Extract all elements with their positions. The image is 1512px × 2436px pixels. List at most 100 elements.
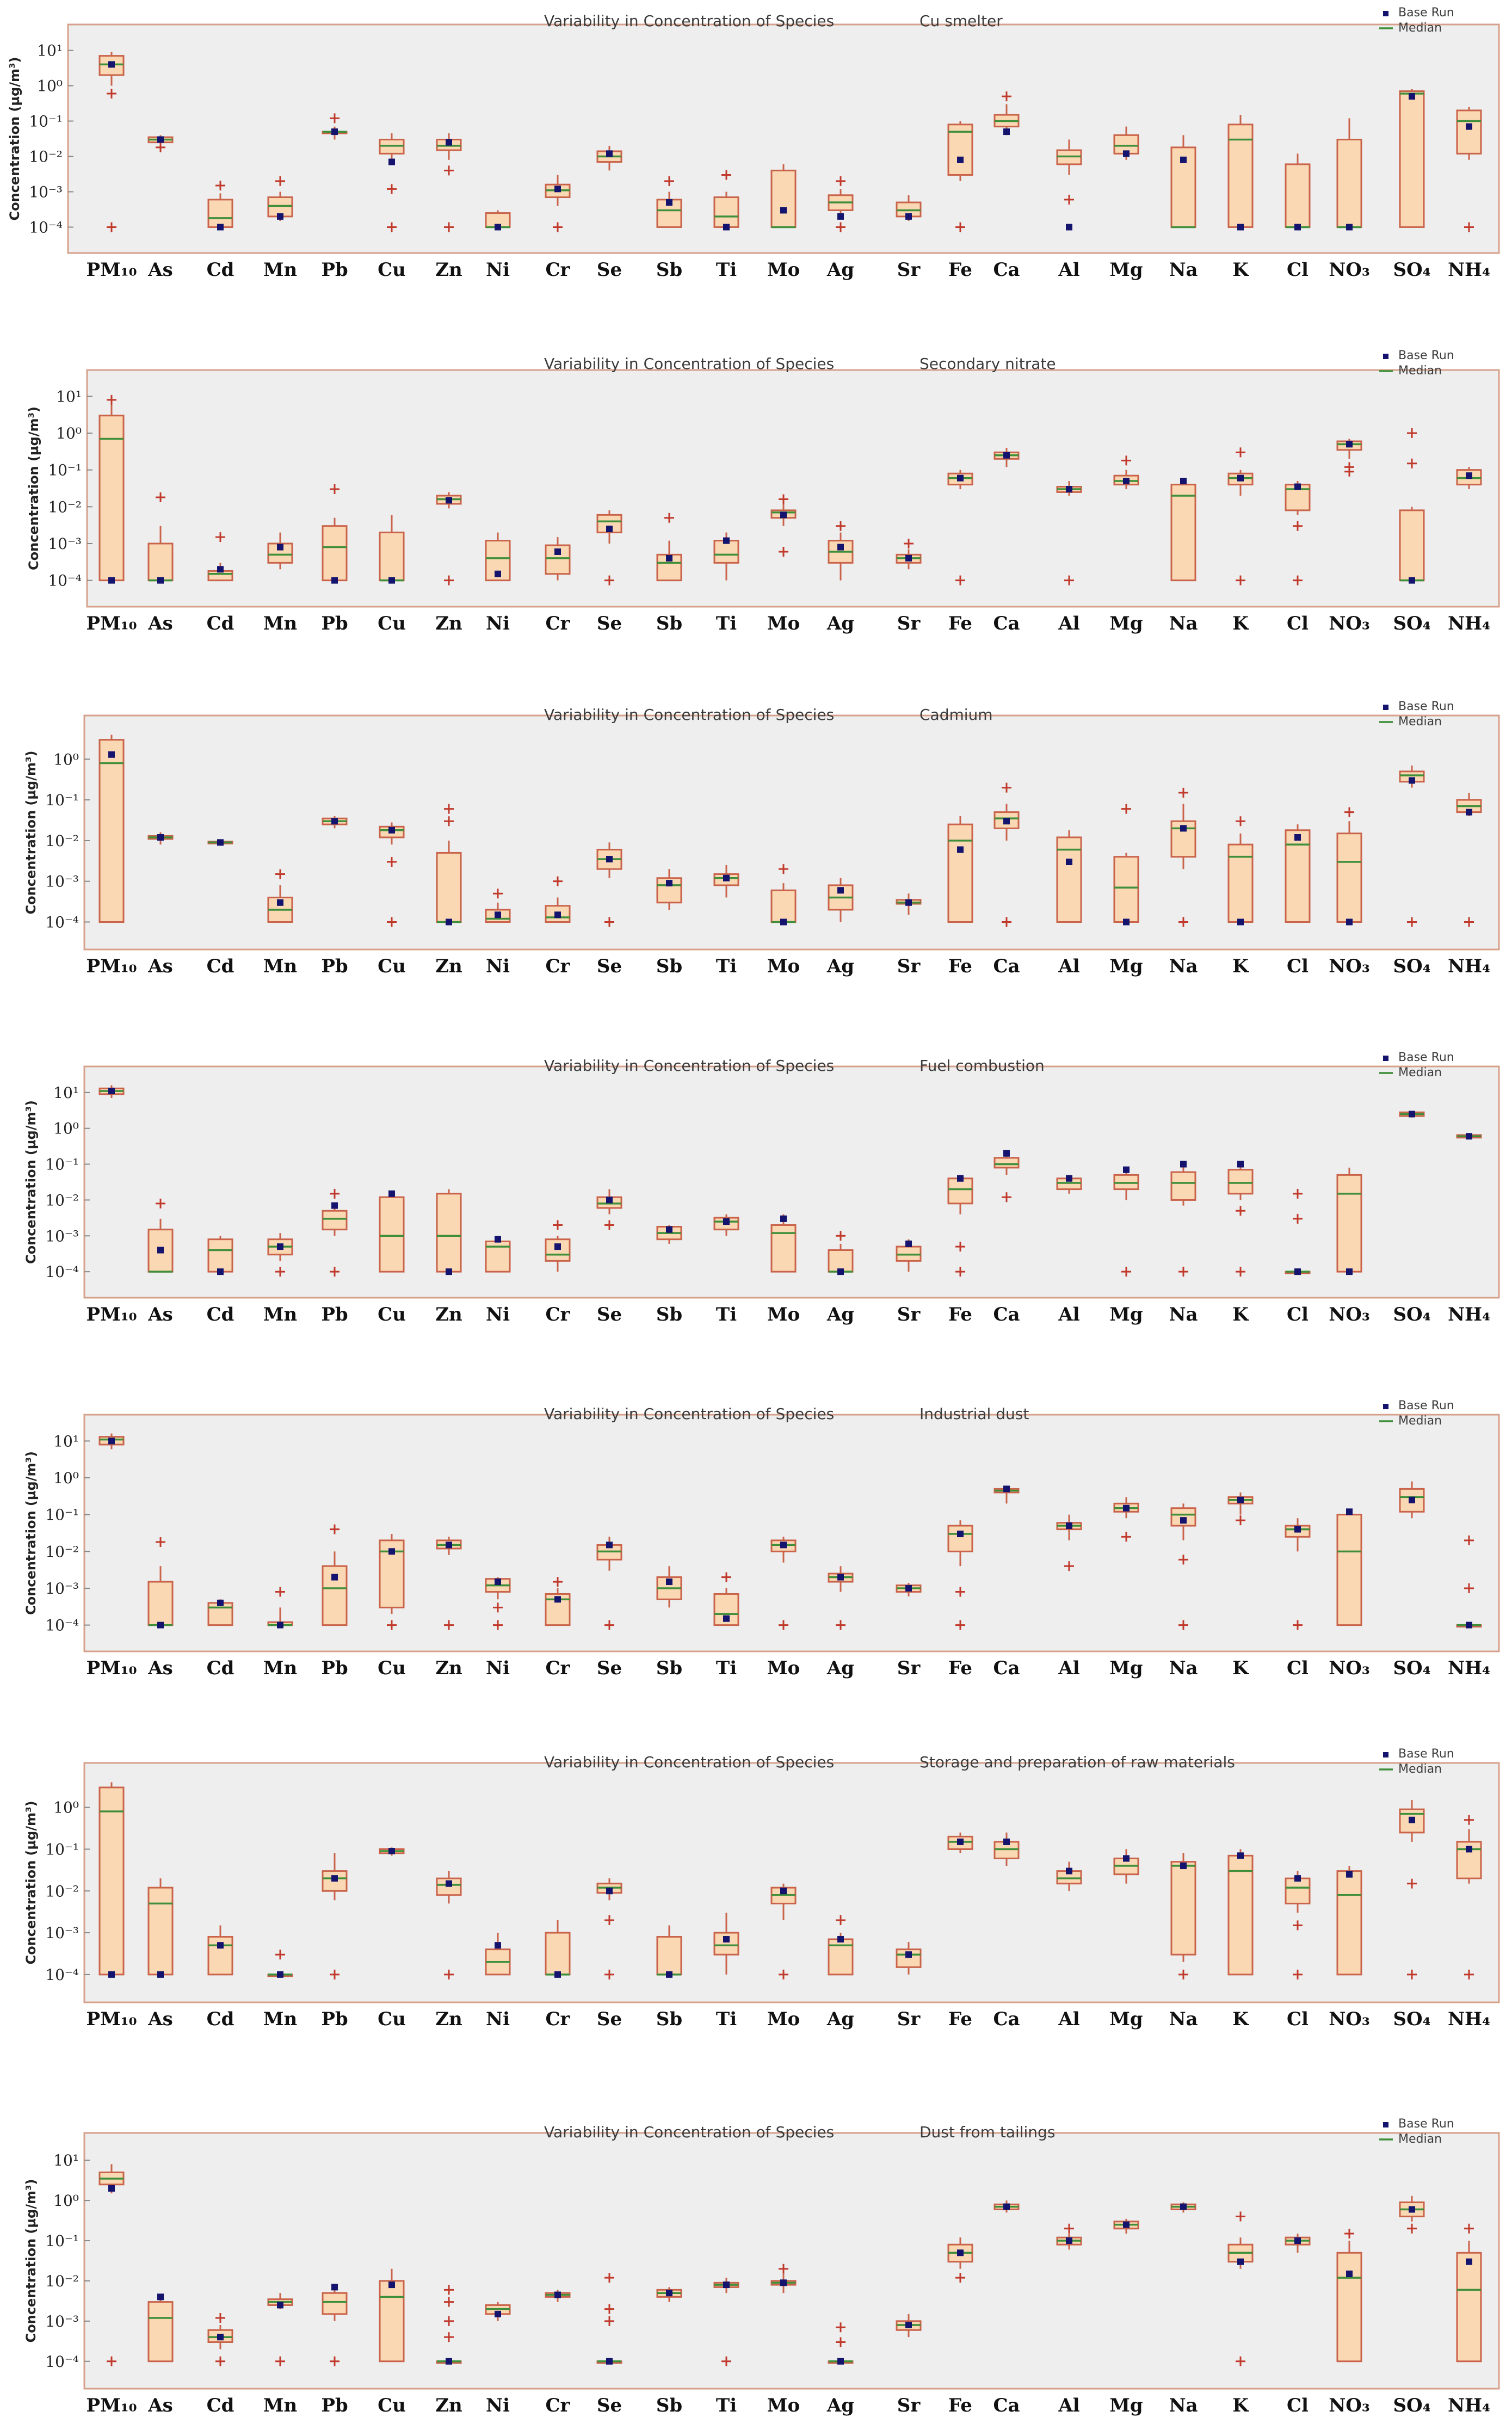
- x-category-label: As: [147, 2395, 173, 2416]
- x-category-label: Zn: [435, 259, 462, 281]
- box-Ni: [485, 1236, 511, 1273]
- base-run-marker: [1123, 1504, 1130, 1512]
- iqr-box: [1227, 124, 1254, 228]
- plot-frame: [83, 2132, 1500, 2390]
- box-Ti: [713, 1214, 739, 1236]
- box-Mn: [267, 1950, 293, 1978]
- x-category-label: Se: [597, 2008, 622, 2030]
- base-run-marker: [1003, 1150, 1010, 1157]
- outlier-marker: [1293, 1188, 1303, 1199]
- base-run-marker: [157, 136, 164, 143]
- box-Se: [596, 1189, 622, 1230]
- box-NO₃: [1336, 807, 1362, 926]
- legend-base-run-marker: [1383, 1752, 1388, 1757]
- base-run-marker: [331, 128, 338, 135]
- y-tick-label: 10⁰: [37, 77, 63, 95]
- base-run-marker: [1066, 486, 1072, 493]
- x-category-label: Mo: [767, 1304, 800, 1325]
- base-run-marker: [388, 1847, 395, 1854]
- chart-panel-4: Variability in Concentration of Species F…: [23, 1051, 1500, 1325]
- base-run-marker: [780, 2279, 787, 2286]
- x-category-label: Pb: [321, 613, 348, 634]
- x-category-label: Ag: [826, 1657, 854, 1679]
- iqr-box: [436, 852, 462, 923]
- x-category-label: PM₁₀: [87, 613, 137, 634]
- x-category-label: Mn: [263, 259, 297, 281]
- outlier-marker: [1236, 816, 1245, 827]
- outlier-marker: [836, 1620, 846, 1630]
- x-category-label: Mn: [263, 2008, 297, 2030]
- x-category-label: Cr: [546, 2008, 571, 2030]
- outlier-marker: [1464, 1535, 1474, 1545]
- outlier-marker: [1407, 1969, 1417, 1979]
- iqr-box: [993, 811, 1020, 829]
- base-run-marker: [388, 577, 395, 584]
- y-tick-label: 10⁰: [53, 750, 79, 768]
- x-category-label: Cd: [207, 259, 234, 281]
- legend-base-run-label: Base Run: [1398, 700, 1454, 713]
- base-run-marker: [277, 1971, 283, 1978]
- base-run-marker: [446, 918, 452, 926]
- box-Na: [1170, 1853, 1196, 1979]
- outlier-marker: [1002, 782, 1011, 793]
- outlier-marker: [215, 2313, 225, 2323]
- iqr-box: [147, 1886, 174, 1976]
- x-category-label: Al: [1058, 1304, 1079, 1325]
- y-axis-label: Concentration (µg/m³): [23, 1801, 39, 1965]
- base-run-marker: [723, 2281, 730, 2289]
- iqr-box: [98, 1786, 125, 1976]
- x-category-label: Na: [1169, 2008, 1198, 2030]
- outlier-marker: [836, 222, 846, 232]
- outlier-marker: [836, 521, 846, 531]
- x-category-label: Cu: [378, 955, 406, 977]
- x-category-label: K: [1232, 259, 1249, 281]
- x-category-label: As: [147, 2008, 173, 2030]
- x-category-label: NH₄: [1448, 955, 1490, 977]
- x-category-label: Cr: [546, 613, 571, 634]
- x-category-label: Mg: [1109, 955, 1143, 977]
- outlier-marker: [1178, 1555, 1188, 1565]
- outlier-marker: [387, 917, 397, 927]
- box-SO₄: [1399, 1111, 1425, 1118]
- x-category-label: Cd: [207, 2395, 234, 2416]
- box-Mn: [267, 869, 293, 923]
- x-category-label: K: [1232, 955, 1249, 977]
- box-SO₄: [1399, 89, 1425, 228]
- y-tick-label: 10¹: [37, 42, 63, 60]
- box-Fe: [947, 1520, 973, 1630]
- x-category-label: Ti: [716, 2395, 737, 2416]
- base-run-marker: [388, 1190, 395, 1197]
- base-run-marker: [446, 1541, 452, 1549]
- box-Sb: [656, 1225, 682, 1244]
- box-Zn: [436, 1189, 462, 1275]
- base-run-marker: [1237, 224, 1244, 231]
- box-Cr: [545, 1920, 571, 1978]
- legend-median-label: Median: [1398, 1414, 1442, 1428]
- x-category-label: PM₁₀: [87, 2395, 137, 2416]
- y-tick-label: 10⁻¹: [45, 1156, 79, 1174]
- box-Cu: [379, 822, 405, 927]
- outlier-marker: [836, 2337, 846, 2347]
- outlier-marker: [1236, 447, 1245, 458]
- outlier-marker: [156, 1198, 165, 1208]
- box-Al: [1056, 1175, 1082, 1194]
- box-NH₄: [1456, 1133, 1482, 1140]
- x-category-label: Cr: [546, 2395, 571, 2416]
- outlier-marker: [493, 889, 503, 899]
- base-run-marker: [780, 207, 787, 214]
- outlier-marker: [1121, 1267, 1131, 1277]
- box-Ni: [485, 1577, 511, 1630]
- base-run-marker: [277, 899, 283, 906]
- iqr-box: [1336, 832, 1362, 923]
- outlier-marker: [444, 2316, 454, 2326]
- x-category-label: Mo: [767, 1657, 800, 1679]
- outlier-marker: [836, 176, 846, 186]
- base-run-marker: [1003, 818, 1010, 825]
- base-run-marker: [1294, 1268, 1301, 1275]
- x-category-label: NH₄: [1448, 259, 1490, 281]
- iqr-box: [713, 196, 739, 228]
- box-Ti: [713, 2278, 739, 2366]
- x-category-label: Sb: [656, 1657, 682, 1679]
- base-run-marker: [837, 213, 844, 220]
